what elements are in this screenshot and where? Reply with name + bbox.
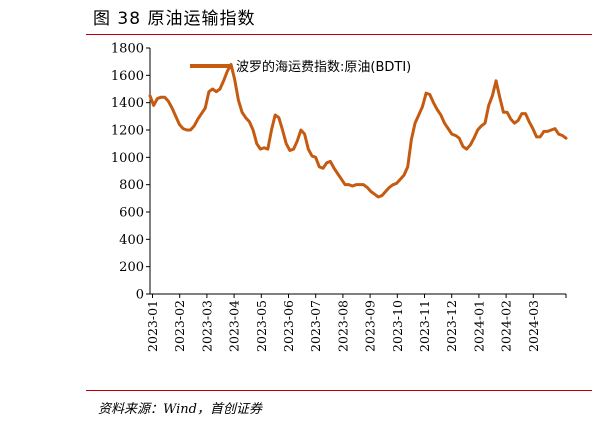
- x-tick-label: 2023-08: [335, 300, 350, 352]
- y-tick-label: 400: [119, 233, 144, 248]
- x-tick-label: 2023-12: [444, 300, 459, 352]
- y-axis: 0 200 400 600 800 1000 1200 1400 1600 1800: [111, 42, 151, 303]
- x-tick-label: 2023-10: [390, 300, 405, 352]
- series-line: [148, 62, 568, 199]
- figure-title: 图 38 原油运输指数: [93, 9, 256, 29]
- x-tick-label: 2024-02: [499, 300, 514, 352]
- x-axis: 2023-01 2023-02 2023-03 2023-04 2023-05 2023-…: [145, 293, 567, 352]
- y-tick-label: 600: [119, 206, 144, 221]
- y-tick-label: 1400: [111, 96, 144, 111]
- x-tick-label: 2023-06: [281, 300, 296, 352]
- y-tick-label: 200: [119, 260, 144, 275]
- legend-label: 波罗的海运费指数:原油(BDTI): [236, 59, 411, 75]
- source-note: 资料来源：Wind，首创证券: [98, 402, 262, 417]
- x-tick-label: 2024-03: [526, 300, 541, 352]
- x-tick-label: 2023-02: [172, 300, 187, 352]
- series-layer: [148, 62, 568, 199]
- x-tick-label: 2023-05: [254, 300, 269, 352]
- legend: 波罗的海运费指数:原油(BDTI): [190, 59, 411, 75]
- y-tick-label: 1800: [111, 42, 144, 57]
- y-tick-label: 0: [136, 288, 144, 303]
- x-tick-label: 2023-11: [417, 300, 432, 352]
- y-tick-label: 1600: [111, 69, 144, 84]
- x-tick-label: 2023-01: [145, 300, 160, 352]
- x-tick-label: 2023-09: [363, 300, 378, 352]
- y-tick-label: 800: [119, 178, 144, 193]
- x-tick-label: 2023-03: [199, 300, 214, 352]
- x-tick-label: 2023-07: [308, 300, 323, 352]
- source-divider: [86, 390, 592, 391]
- y-tick-label: 1200: [111, 124, 144, 139]
- x-tick-label: 2024-01: [471, 300, 486, 352]
- x-tick-label: 2023-04: [227, 300, 242, 352]
- y-tick-label: 1000: [111, 151, 144, 166]
- title-divider: [86, 34, 592, 35]
